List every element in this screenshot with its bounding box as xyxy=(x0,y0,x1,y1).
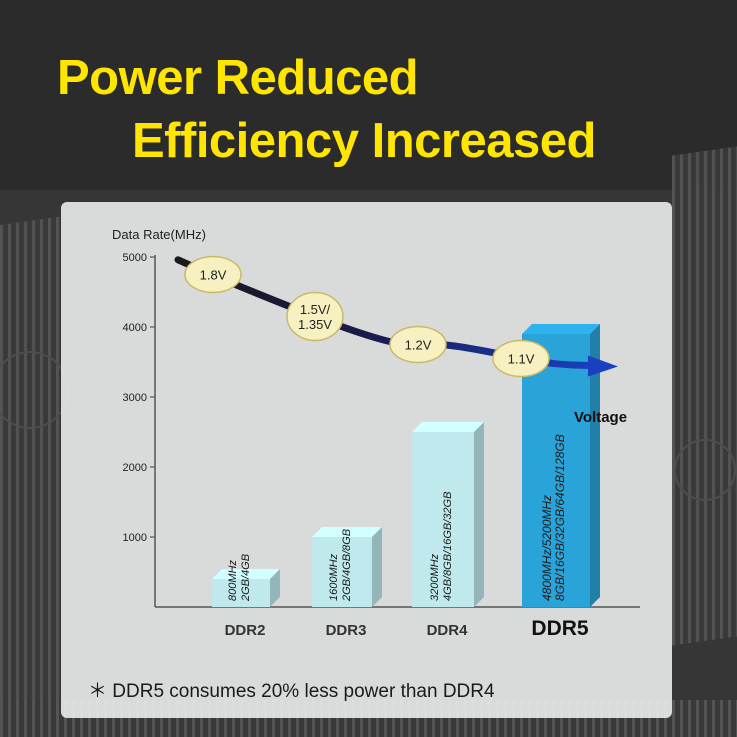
headline-line-1: Power Reduced xyxy=(57,51,419,105)
y-tick-label: 5000 xyxy=(123,252,147,264)
voltage-arrow-head xyxy=(588,355,618,377)
footnote: ＊ DDR5 consumes 20% less power than DDR4 xyxy=(88,681,495,702)
voltage-badge-text: 1.8V xyxy=(200,268,227,283)
bar-front xyxy=(312,537,372,607)
voltage-badge-text: 1.1V xyxy=(508,352,535,367)
bar-front xyxy=(412,432,474,607)
bar-side xyxy=(372,527,382,607)
bar-ddr5: 4800MHz/5200MHz 8GB/16GB/32GB/64GB/128GB xyxy=(522,324,600,607)
x-axis-labels: DDR2 DDR3 DDR4 DDR5 xyxy=(225,617,589,640)
bar-ddr4: 3200MHz 4GB/8GB/16GB/32GB xyxy=(412,422,484,607)
y-axis-label: Data Rate(MHz) xyxy=(112,227,206,242)
voltage-badge-text: 1.35V xyxy=(298,317,332,332)
voltage-badge-text: 1.2V xyxy=(405,338,432,353)
voltage-badge-bg xyxy=(286,291,344,342)
bar-top xyxy=(522,324,600,334)
x-tick-label-ddr3: DDR3 xyxy=(326,622,367,639)
y-tick-label: 2000 xyxy=(123,462,147,474)
voltage-overlay: Voltage 1.8V 1.5V/1.35V 1.2V 1.1V xyxy=(174,255,627,426)
voltage-badge-bg xyxy=(492,339,550,378)
bar-ddr3: 1600MHz 2GB/4GB/8GB xyxy=(312,527,382,607)
bar-front xyxy=(522,334,590,607)
x-tick-label-ddr2: DDR2 xyxy=(225,622,266,639)
bar-side xyxy=(474,422,484,607)
voltage-badge-bg xyxy=(389,325,447,364)
y-tick-label: 4000 xyxy=(123,322,147,334)
bar-side xyxy=(590,324,600,607)
y-tick-label: 3000 xyxy=(123,392,147,404)
voltage-badge-ddr4: 1.2V xyxy=(389,325,447,364)
headline-line-2: Efficiency Increased xyxy=(132,114,596,168)
voltage-badge-ddr5: 1.1V xyxy=(492,339,550,378)
voltage-badge-bg xyxy=(184,255,242,294)
bar-top xyxy=(212,569,280,579)
voltage-label: Voltage xyxy=(574,409,627,426)
bar-side xyxy=(270,569,280,607)
y-tick-label: 1000 xyxy=(123,532,147,544)
bar-top xyxy=(312,527,382,537)
voltage-badge-ddr3: 1.5V/1.35V xyxy=(286,291,344,342)
x-tick-label-ddr5: DDR5 xyxy=(531,617,588,640)
x-tick-label-ddr4: DDR4 xyxy=(427,622,468,639)
bar-label: 800MHz xyxy=(227,560,239,601)
bar-front xyxy=(212,579,270,607)
bar-label: 2GB/4GB xyxy=(240,554,252,602)
bar-label: 2GB/4GB/8GB xyxy=(341,529,353,602)
bar-top xyxy=(412,422,484,432)
voltage-badge-text: 1.5V/ xyxy=(300,302,331,317)
bar-label: 3200MHz xyxy=(429,553,441,601)
chart-bars: 800MHz 2GB/4GB 1600MHz 2GB/4GB/8GB 3200MHz 4G… xyxy=(212,324,600,607)
bar-ddr2: 800MHz 2GB/4GB xyxy=(212,554,280,607)
bar-label: 4800MHz/5200MHz xyxy=(540,495,554,601)
bar-label: 4GB/8GB/16GB/32GB xyxy=(442,492,454,601)
bar-label: 1600MHz xyxy=(328,553,340,601)
voltage-badge-ddr2: 1.8V xyxy=(184,255,242,294)
bar-label: 8GB/16GB/32GB/64GB/128GB xyxy=(553,434,567,601)
